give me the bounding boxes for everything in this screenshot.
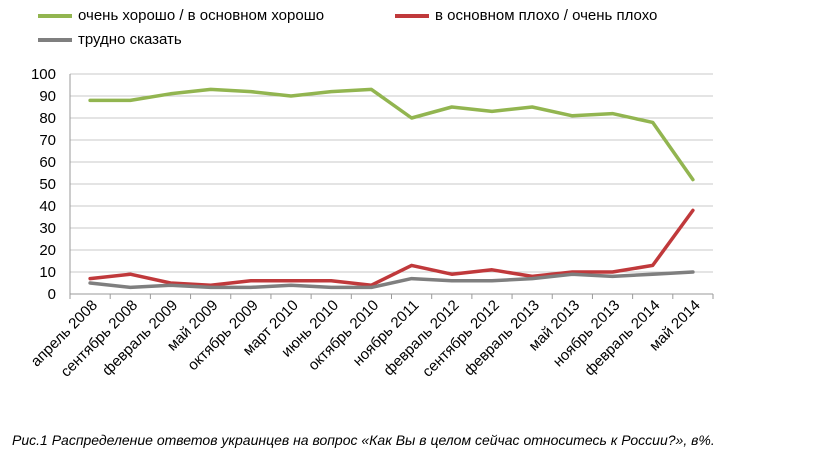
legend-label-good: очень хорошо / в основном хорошо (78, 7, 325, 24)
y-tick-label: 20 (39, 242, 56, 259)
legend-item-bad: в основном плохо / очень плохо (395, 7, 657, 24)
y-tick-label: 80 (39, 110, 56, 127)
legend-item-hard: трудно сказать (38, 31, 182, 48)
y-tick-label: 10 (39, 264, 56, 281)
y-tick-label: 60 (39, 154, 56, 171)
series-line-1 (88, 208, 695, 287)
y-tick-label: 50 (39, 176, 56, 193)
y-tick-label: 100 (31, 66, 56, 83)
y-tick-label: 0 (48, 286, 56, 303)
legend-swatch-hard (38, 37, 72, 42)
legend-item-good: очень хорошо / в основном хорошо (38, 7, 324, 24)
series-line-0 (88, 87, 695, 182)
series-line-2 (88, 270, 695, 290)
figure-caption: Рис.1 Распределение ответов украинцев на… (12, 432, 715, 448)
y-tick-label: 40 (39, 198, 56, 215)
legend-swatch-bad (395, 13, 429, 18)
legend-swatch-good (38, 13, 72, 18)
y-tick-label: 90 (39, 88, 56, 105)
legend-label-hard: трудно сказать (78, 31, 182, 48)
y-tick-label: 30 (39, 220, 56, 237)
y-tick-label: 70 (39, 132, 56, 149)
legend-label-bad: в основном плохо / очень плохо (435, 7, 658, 24)
